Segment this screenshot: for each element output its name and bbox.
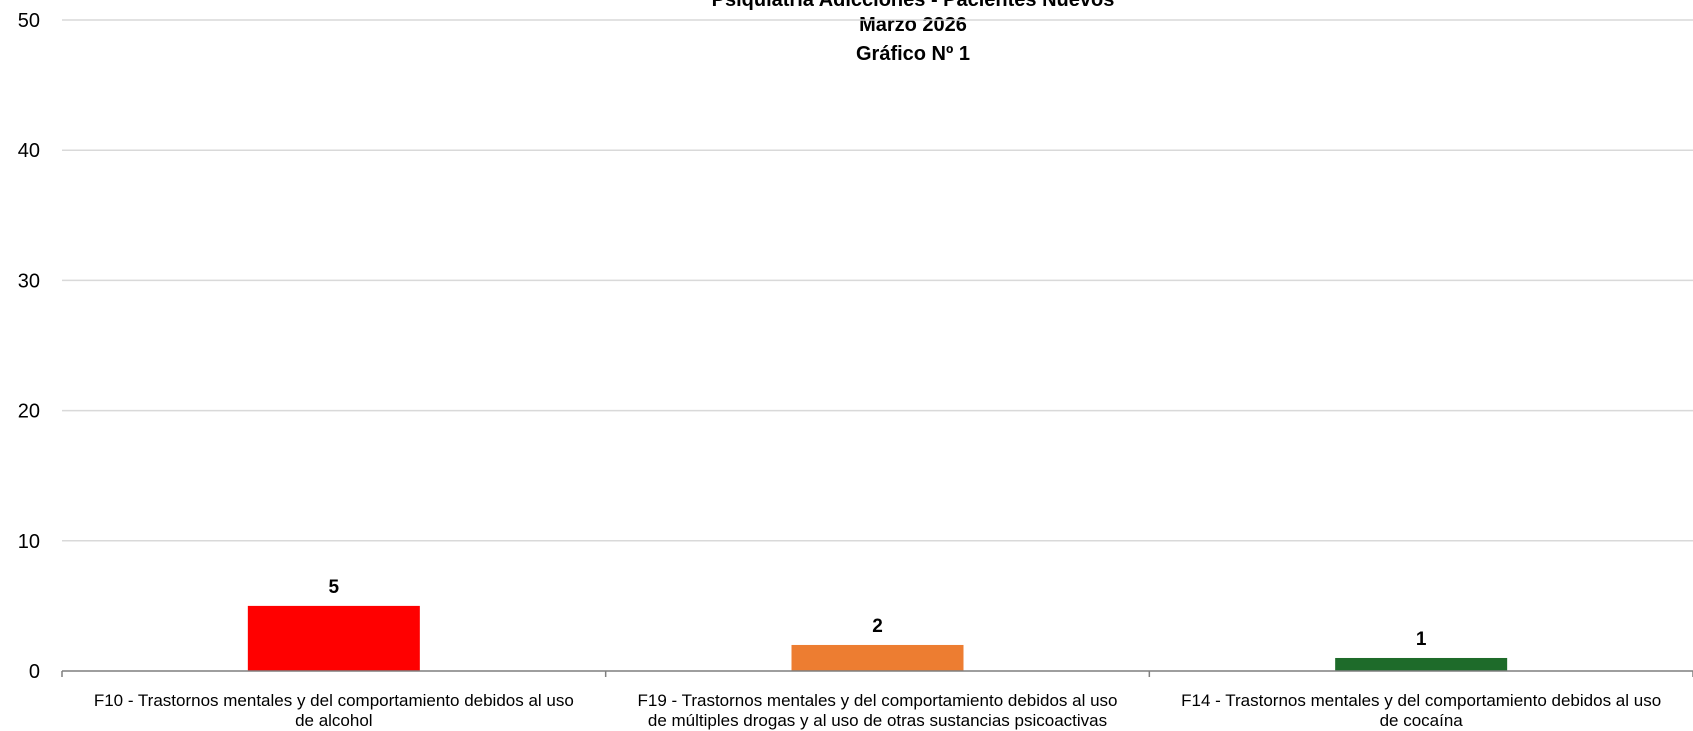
chart-title: Psiquiatría Adicciones - Pacientes Nuevo… xyxy=(712,0,1115,65)
category-label-1-line-1: F10 - Trastornos mentales y del comporta… xyxy=(94,691,574,710)
y-tick-label: 50 xyxy=(18,10,40,32)
y-axis-tick-labels: 0 10 20 30 40 50 xyxy=(18,10,40,683)
chart-title-line-3: Gráfico Nº 1 xyxy=(856,43,970,65)
gridlines xyxy=(62,19,1693,542)
y-tick-label: 0 xyxy=(29,661,40,683)
category-label-2-line-1: F19 - Trastornos mentales y del comporta… xyxy=(637,691,1117,710)
bar-1 xyxy=(247,605,420,671)
category-label-2-line-2: de múltiples drogas y al uso de otras su… xyxy=(648,711,1107,730)
x-axis xyxy=(61,670,1693,677)
bars xyxy=(247,605,1508,671)
bar-3 xyxy=(1335,657,1508,671)
data-labels: 5 2 1 xyxy=(329,577,1427,650)
data-label-3: 1 xyxy=(1416,629,1427,650)
data-label-2: 2 xyxy=(872,616,883,637)
x-axis-category-labels: F10 - Trastornos mentales y del comporta… xyxy=(94,691,1661,730)
data-label-1: 5 xyxy=(329,577,340,598)
category-label-3-line-1: F14 - Trastornos mentales y del comporta… xyxy=(1181,691,1661,710)
chart-title-line-2: Marzo 2026 xyxy=(859,14,967,36)
y-tick-label: 10 xyxy=(18,531,40,553)
bar-2 xyxy=(791,644,964,671)
y-tick-label: 40 xyxy=(18,140,40,162)
y-tick-label: 30 xyxy=(18,270,40,292)
category-label-1-line-2: de alcohol xyxy=(295,711,373,730)
category-label-3-line-2: de cocaína xyxy=(1380,711,1464,730)
y-tick-label: 20 xyxy=(18,401,40,423)
chart-title-line-1: Psiquiatría Adicciones - Pacientes Nuevo… xyxy=(712,0,1115,11)
